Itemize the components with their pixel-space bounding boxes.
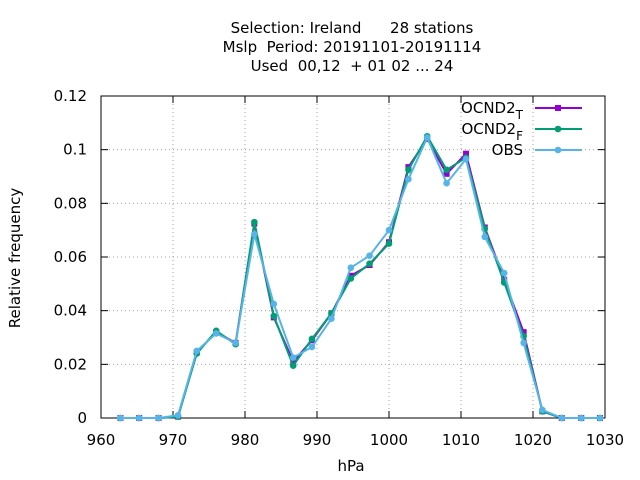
y-tick-label: 0 [77, 409, 87, 427]
data-point [155, 414, 162, 422]
series-group [117, 132, 604, 422]
legend-label: OCND2F [461, 120, 523, 143]
data-point [405, 175, 412, 183]
data-point [443, 179, 450, 187]
x-axis-label: hPa [337, 457, 364, 475]
y-tick-label: 0.1 [63, 141, 87, 159]
data-point [328, 315, 335, 323]
data-point [308, 343, 316, 351]
data-point [520, 329, 527, 336]
data-point [366, 260, 373, 268]
x-tick-label: 1000 [370, 431, 408, 449]
series-line [120, 136, 600, 419]
x-tick-label: 960 [87, 431, 116, 449]
y-tick-label: 0.08 [54, 194, 87, 212]
series-3 [117, 134, 604, 422]
title-line: Used 00,12 + 01 02 ... 24 [251, 57, 454, 75]
data-point [405, 166, 412, 174]
data-point [539, 406, 546, 414]
legend-label: OCND2T [461, 99, 524, 122]
y-tick-label: 0.06 [54, 248, 87, 266]
x-tick-label: 970 [159, 431, 188, 449]
data-point [117, 414, 124, 422]
data-point [289, 362, 297, 369]
data-point [251, 230, 258, 238]
data-point [462, 155, 470, 163]
legend-swatch-marker [554, 125, 562, 133]
title-line: Selection: Ireland 28 stations [231, 19, 474, 37]
data-point [174, 412, 182, 419]
grid [101, 96, 605, 418]
legend-entry: OBS [492, 141, 582, 159]
data-point [347, 264, 355, 272]
legend-entry: OCND2F [461, 120, 582, 143]
data-point [596, 414, 604, 422]
series-2 [117, 132, 604, 422]
x-tick-label: 980 [231, 431, 260, 449]
series-line [120, 135, 600, 419]
data-point [443, 170, 450, 177]
data-point [270, 312, 278, 320]
data-point [481, 233, 489, 241]
data-point [385, 240, 393, 247]
legend-swatch-marker [554, 146, 562, 154]
data-point [366, 252, 373, 259]
x-tick-label: 1030 [586, 431, 624, 449]
data-point [385, 226, 393, 234]
data-point [193, 347, 201, 355]
data-point [270, 300, 278, 308]
x-tick-label: 990 [303, 431, 332, 449]
series-line [120, 137, 600, 419]
x-tick-label: 1020 [514, 431, 552, 449]
y-tick-label: 0.04 [54, 302, 87, 320]
data-point [289, 354, 297, 361]
data-point [500, 269, 508, 277]
data-point [520, 339, 527, 347]
data-point [290, 358, 297, 365]
y-axis-label: Relative frequency [6, 188, 24, 329]
legend-label: OBS [492, 141, 523, 159]
legend-entry: OCND2T [461, 99, 582, 122]
data-point [423, 134, 431, 141]
data-point [135, 414, 143, 422]
data-point [232, 339, 239, 347]
title-line: Mslp Period: 20191101-20191114 [223, 38, 482, 56]
data-point [212, 330, 220, 337]
y-tick-label: 0.02 [54, 355, 87, 373]
data-point [577, 414, 585, 422]
legend-swatch-marker [555, 105, 561, 111]
y-tick-label: 0.12 [54, 87, 87, 105]
data-point [443, 166, 450, 174]
x-tick-label: 1010 [442, 431, 480, 449]
data-point [347, 275, 355, 282]
data-point [308, 335, 316, 343]
axis-ticks: 960 970 980 990 1000 1010 1020 1030 0 0.02 0.04 0.0… [54, 87, 625, 449]
data-point [558, 414, 566, 422]
data-point [251, 218, 258, 226]
data-point [463, 150, 470, 157]
